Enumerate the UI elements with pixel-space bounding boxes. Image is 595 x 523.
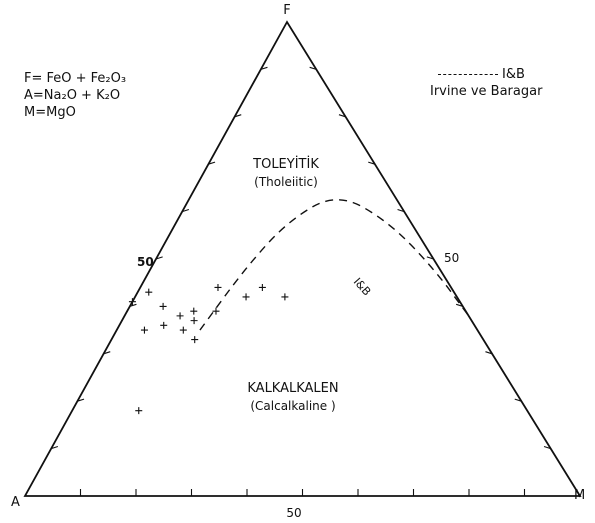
right-side-label-50: 50 — [444, 251, 459, 265]
legend-dashed-line-swatch — [438, 74, 498, 75]
left-side-tick — [234, 114, 242, 118]
left-side-tick — [77, 398, 85, 402]
sample-point — [160, 321, 168, 329]
sample-point — [214, 283, 222, 291]
legend-key-label: I&B — [502, 67, 525, 82]
triangle-ticks — [51, 66, 551, 496]
right-side-tick — [309, 66, 317, 70]
tholeiitic-field-subtitle: (Tholeiitic) — [254, 175, 318, 189]
sample-points — [128, 283, 289, 415]
calcalkaline-field-label: KALKALKALEN — [247, 381, 338, 396]
vertex-label-A: A — [11, 495, 20, 510]
sample-point — [159, 302, 167, 310]
formula-M: M=MgO — [24, 105, 76, 120]
sample-point — [258, 283, 266, 291]
formula-A: A=Na₂O + K₂O — [24, 88, 121, 103]
sample-point — [135, 407, 143, 415]
left-side-label-50: 50 — [137, 255, 154, 269]
sample-point — [191, 336, 199, 344]
sample-point — [190, 307, 198, 315]
irvine-baragar-boundary-line — [199, 199, 470, 331]
left-side-tick — [182, 208, 190, 213]
sample-point — [140, 326, 148, 334]
bottom-side-label-50: 50 — [286, 506, 301, 520]
left-side-tick — [260, 66, 268, 70]
right-side-tick — [485, 351, 493, 355]
sample-point — [145, 288, 153, 296]
legend-source-label: Irvine ve Baragar — [430, 84, 543, 99]
right-side-tick — [543, 445, 551, 450]
component-formula-legend: F= FeO + Fe₂O₃ A=Na₂O + K₂O M=MgO — [24, 70, 126, 121]
sample-point — [128, 298, 136, 306]
right-side-tick — [338, 114, 346, 118]
sample-point — [190, 317, 198, 325]
boundary-line-label: I&B — [351, 275, 374, 298]
left-side-tick — [103, 351, 111, 355]
left-side-tick — [129, 303, 137, 307]
sample-point — [179, 326, 187, 334]
right-side-tick — [368, 161, 376, 165]
sample-point — [281, 293, 289, 301]
sample-point — [242, 293, 250, 301]
right-side-tick — [514, 398, 522, 402]
tholeiitic-field-label: TOLEYİTİK — [252, 156, 319, 172]
left-side-tick — [155, 256, 163, 260]
vertex-label-F: F — [283, 3, 290, 18]
right-side-tick — [397, 208, 405, 213]
left-side-tick — [51, 445, 59, 450]
boundary-legend: I&B Irvine ve Baragar — [430, 66, 542, 100]
formula-F: F= FeO + Fe₂O₃ — [24, 71, 127, 86]
left-side-tick — [208, 161, 216, 165]
sample-point — [176, 312, 184, 320]
vertex-label-M: M — [574, 488, 585, 503]
calcalkaline-field-subtitle: (Calcalkaline ) — [250, 399, 335, 413]
right-side-tick — [426, 256, 434, 260]
right-side-tick — [455, 303, 463, 307]
sample-point — [212, 307, 220, 315]
